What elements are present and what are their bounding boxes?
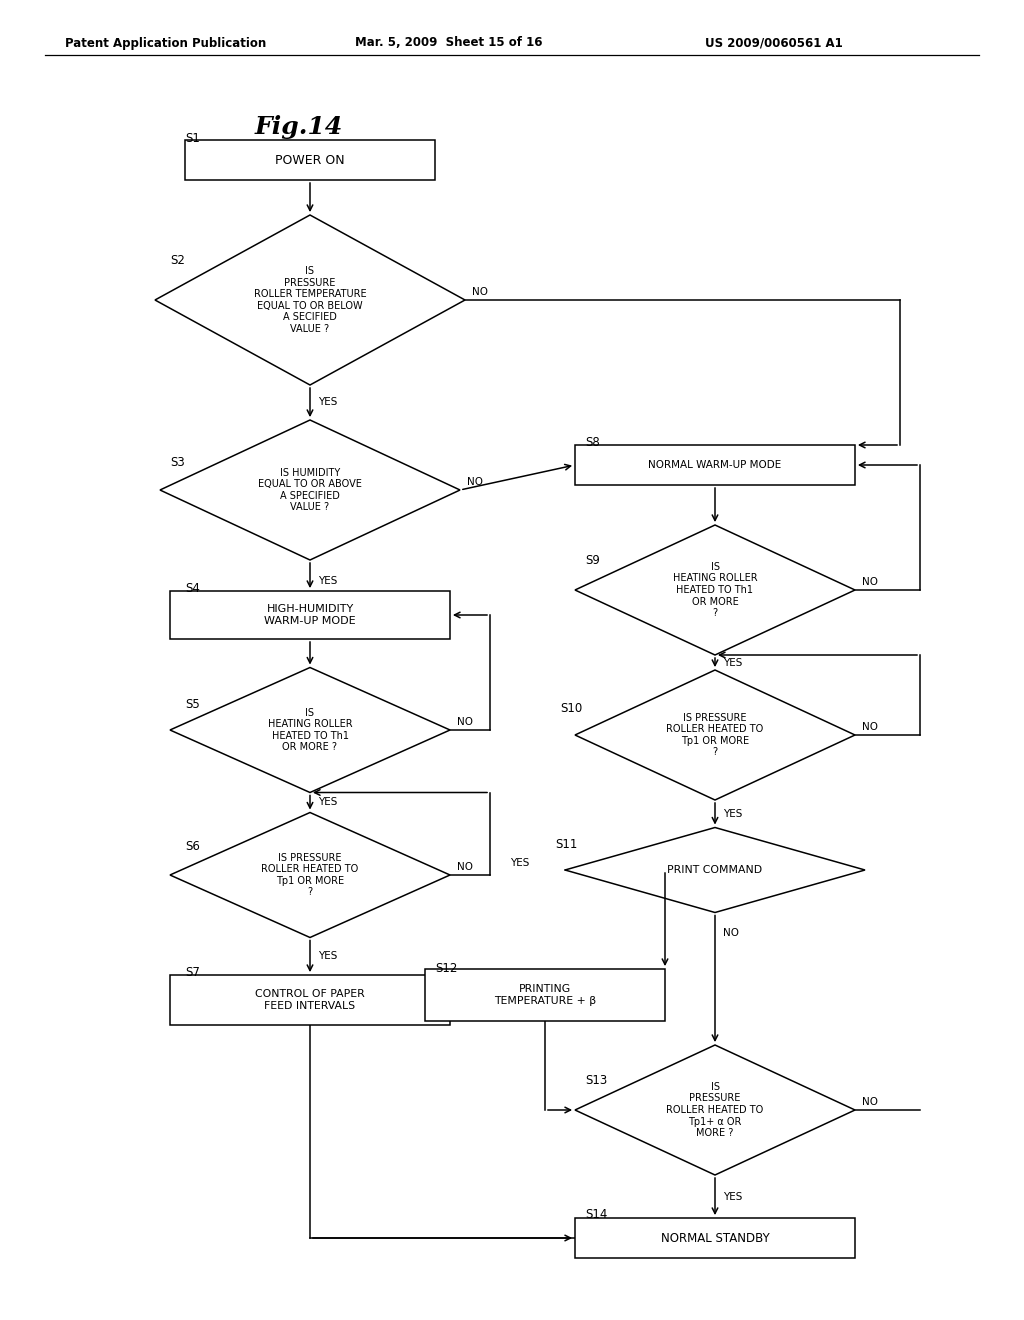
Polygon shape [160,420,460,560]
Text: S13: S13 [585,1073,607,1086]
Text: YES: YES [318,797,337,808]
Text: S12: S12 [435,961,458,974]
Text: IS
PRESSURE
ROLLER HEATED TO
Tp1+ α OR
MORE ?: IS PRESSURE ROLLER HEATED TO Tp1+ α OR M… [667,1082,764,1138]
Bar [575,1218,855,1258]
Text: S3: S3 [170,455,184,469]
Text: IS PRESSURE
ROLLER HEATED TO
Tp1 OR MORE
?: IS PRESSURE ROLLER HEATED TO Tp1 OR MORE… [261,853,358,898]
Text: Fig.14: Fig.14 [255,115,343,139]
Text: IS
PRESSURE
ROLLER TEMPERATURE
EQUAL TO OR BELOW
A SECIFIED
VALUE ?: IS PRESSURE ROLLER TEMPERATURE EQUAL TO … [254,267,367,334]
Text: NO: NO [862,577,878,587]
Bar [575,445,855,484]
Text: NO: NO [723,928,739,937]
Text: PRINT COMMAND: PRINT COMMAND [668,865,763,875]
Text: NO: NO [457,862,473,873]
Text: S7: S7 [185,965,200,978]
Text: Mar. 5, 2009  Sheet 15 of 16: Mar. 5, 2009 Sheet 15 of 16 [355,37,543,49]
Text: IS
HEATING ROLLER
HEATED TO Th1
OR MORE
?: IS HEATING ROLLER HEATED TO Th1 OR MORE … [673,562,758,618]
Text: YES: YES [723,809,742,818]
Text: S5: S5 [185,698,200,711]
Text: YES: YES [510,858,529,869]
Text: Patent Application Publication: Patent Application Publication [65,37,266,49]
Text: NORMAL WARM-UP MODE: NORMAL WARM-UP MODE [648,459,781,470]
Text: US 2009/0060561 A1: US 2009/0060561 A1 [705,37,843,49]
Text: YES: YES [723,657,742,668]
Polygon shape [575,525,855,655]
Text: CONTROL OF PAPER
FEED INTERVALS: CONTROL OF PAPER FEED INTERVALS [255,989,365,1011]
Text: NORMAL STANDBY: NORMAL STANDBY [660,1232,769,1245]
Bar [170,591,450,639]
Text: NO: NO [862,722,878,733]
Text: YES: YES [723,1192,742,1201]
Polygon shape [575,671,855,800]
Text: YES: YES [318,576,337,586]
Text: S8: S8 [585,436,600,449]
Text: NO: NO [862,1097,878,1107]
Text: IS HUMIDITY
EQUAL TO OR ABOVE
A SPECIFIED
VALUE ?: IS HUMIDITY EQUAL TO OR ABOVE A SPECIFIE… [258,467,361,512]
Text: NO: NO [467,477,483,487]
Text: S9: S9 [585,553,600,566]
Text: S6: S6 [185,841,200,854]
Text: NO: NO [472,286,488,297]
Bar [170,975,450,1026]
Text: IS
HEATING ROLLER
HEATED TO Th1
OR MORE ?: IS HEATING ROLLER HEATED TO Th1 OR MORE … [267,708,352,752]
Bar [185,140,435,180]
Polygon shape [170,813,450,937]
Text: NO: NO [457,717,473,727]
Text: PRINTING
TEMPERATURE + β: PRINTING TEMPERATURE + β [494,985,596,1006]
Text: S1: S1 [185,132,200,144]
Text: YES: YES [318,397,337,408]
Text: S11: S11 [555,838,578,851]
Polygon shape [565,828,865,912]
Polygon shape [155,215,465,385]
Text: S10: S10 [560,701,583,714]
Text: S14: S14 [585,1209,607,1221]
Bar [425,969,665,1020]
Text: HIGH-HUMIDITY
WARM-UP MODE: HIGH-HUMIDITY WARM-UP MODE [264,605,355,626]
Polygon shape [575,1045,855,1175]
Text: IS PRESSURE
ROLLER HEATED TO
Tp1 OR MORE
?: IS PRESSURE ROLLER HEATED TO Tp1 OR MORE… [667,713,764,758]
Text: POWER ON: POWER ON [275,153,345,166]
Polygon shape [170,668,450,792]
Text: S2: S2 [170,253,185,267]
Text: YES: YES [318,952,337,961]
Text: S4: S4 [185,582,200,594]
